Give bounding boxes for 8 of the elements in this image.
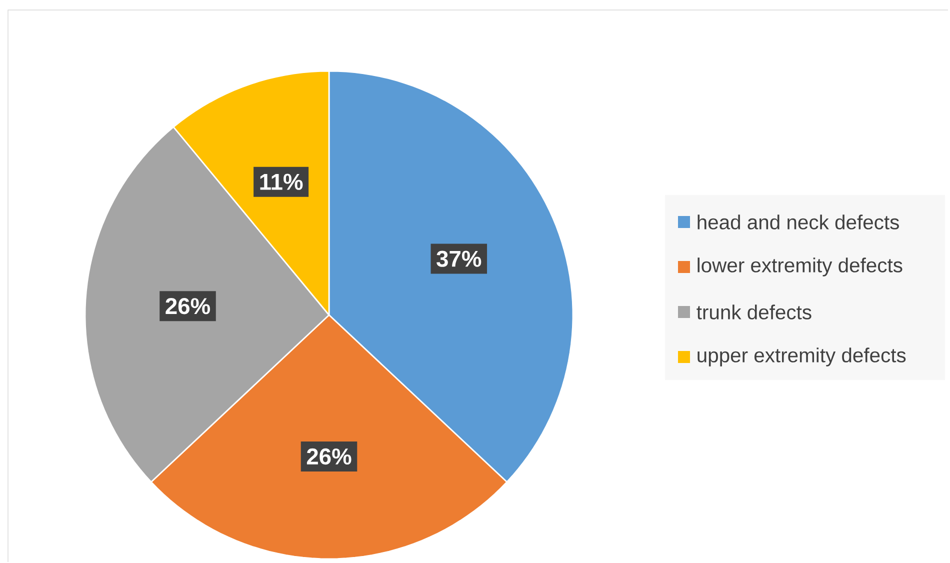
legend-label: lower extremity defects (698, 258, 902, 276)
data-label: 26% (166, 298, 210, 314)
data-label: 37% (436, 250, 482, 267)
legend-label: trunk defects (696, 304, 812, 320)
data-label: 11% (260, 174, 303, 190)
legend-label: head and neck defects (698, 214, 899, 230)
data-label: 26% (306, 448, 352, 465)
legend-label: upper extremity defects (698, 348, 906, 366)
